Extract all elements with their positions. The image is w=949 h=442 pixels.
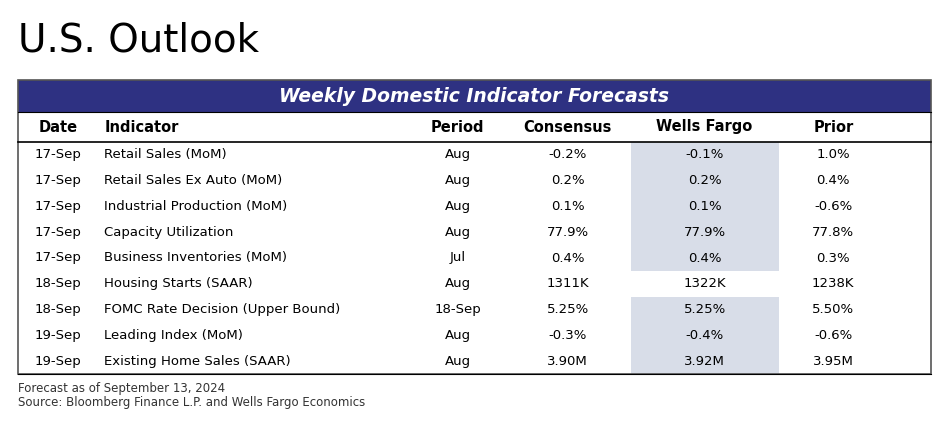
Text: Aug: Aug bbox=[444, 149, 471, 161]
Text: FOMC Rate Decision (Upper Bound): FOMC Rate Decision (Upper Bound) bbox=[104, 303, 341, 316]
Text: 5.50%: 5.50% bbox=[812, 303, 854, 316]
Text: Leading Index (MoM): Leading Index (MoM) bbox=[104, 329, 243, 342]
Text: Aug: Aug bbox=[444, 329, 471, 342]
Text: 18-Sep: 18-Sep bbox=[35, 303, 82, 316]
Text: Retail Sales Ex Auto (MoM): Retail Sales Ex Auto (MoM) bbox=[104, 174, 283, 187]
Text: U.S. Outlook: U.S. Outlook bbox=[18, 22, 259, 60]
Text: 1.0%: 1.0% bbox=[816, 149, 850, 161]
Text: Weekly Domestic Indicator Forecasts: Weekly Domestic Indicator Forecasts bbox=[280, 87, 669, 106]
Text: Retail Sales (MoM): Retail Sales (MoM) bbox=[104, 149, 227, 161]
Text: 0.4%: 0.4% bbox=[816, 174, 850, 187]
Text: 17-Sep: 17-Sep bbox=[35, 200, 82, 213]
Text: 3.92M: 3.92M bbox=[684, 354, 725, 368]
Text: 3.90M: 3.90M bbox=[548, 354, 588, 368]
Text: -0.4%: -0.4% bbox=[685, 329, 724, 342]
Text: Consensus: Consensus bbox=[524, 119, 612, 134]
Text: Aug: Aug bbox=[444, 174, 471, 187]
Text: 77.9%: 77.9% bbox=[683, 226, 726, 239]
Bar bbox=[631, 194, 778, 219]
Text: Business Inventories (MoM): Business Inventories (MoM) bbox=[104, 251, 288, 264]
Text: -0.6%: -0.6% bbox=[814, 329, 852, 342]
Text: -0.1%: -0.1% bbox=[685, 149, 724, 161]
Text: -0.6%: -0.6% bbox=[814, 200, 852, 213]
Text: Prior: Prior bbox=[813, 119, 853, 134]
Text: 17-Sep: 17-Sep bbox=[35, 251, 82, 264]
Bar bbox=[631, 219, 778, 245]
Text: Date: Date bbox=[39, 119, 78, 134]
Text: 1322K: 1322K bbox=[683, 277, 726, 290]
Text: 0.4%: 0.4% bbox=[688, 251, 721, 264]
Bar bbox=[18, 80, 931, 374]
Text: Aug: Aug bbox=[444, 354, 471, 368]
Text: Housing Starts (SAAR): Housing Starts (SAAR) bbox=[104, 277, 253, 290]
Text: 1311K: 1311K bbox=[547, 277, 589, 290]
Text: 0.1%: 0.1% bbox=[688, 200, 721, 213]
Text: 17-Sep: 17-Sep bbox=[35, 226, 82, 239]
Text: Aug: Aug bbox=[444, 226, 471, 239]
Text: 19-Sep: 19-Sep bbox=[35, 354, 82, 368]
Bar bbox=[631, 168, 778, 194]
Text: 77.9%: 77.9% bbox=[547, 226, 588, 239]
Text: 18-Sep: 18-Sep bbox=[35, 277, 82, 290]
Text: Industrial Production (MoM): Industrial Production (MoM) bbox=[104, 200, 288, 213]
Text: -0.2%: -0.2% bbox=[549, 149, 586, 161]
Bar bbox=[631, 297, 778, 323]
Text: 0.1%: 0.1% bbox=[550, 200, 585, 213]
Text: 5.25%: 5.25% bbox=[547, 303, 588, 316]
Text: Period: Period bbox=[431, 119, 484, 134]
Text: 0.3%: 0.3% bbox=[816, 251, 850, 264]
Bar bbox=[631, 142, 778, 168]
Text: Wells Fargo: Wells Fargo bbox=[657, 119, 753, 134]
Text: 1238K: 1238K bbox=[812, 277, 854, 290]
Text: 0.2%: 0.2% bbox=[688, 174, 721, 187]
Text: 5.25%: 5.25% bbox=[683, 303, 726, 316]
Text: Aug: Aug bbox=[444, 200, 471, 213]
Text: 18-Sep: 18-Sep bbox=[435, 303, 481, 316]
Bar bbox=[18, 80, 931, 112]
Bar bbox=[631, 245, 778, 271]
Text: Forecast as of September 13, 2024: Forecast as of September 13, 2024 bbox=[18, 382, 225, 395]
Bar bbox=[631, 348, 778, 374]
Text: Source: Bloomberg Finance L.P. and Wells Fargo Economics: Source: Bloomberg Finance L.P. and Wells… bbox=[18, 396, 365, 409]
Text: -0.3%: -0.3% bbox=[549, 329, 586, 342]
Text: 19-Sep: 19-Sep bbox=[35, 329, 82, 342]
Text: Existing Home Sales (SAAR): Existing Home Sales (SAAR) bbox=[104, 354, 291, 368]
Text: 0.4%: 0.4% bbox=[550, 251, 585, 264]
Bar bbox=[631, 323, 778, 348]
Text: 3.95M: 3.95M bbox=[813, 354, 854, 368]
Text: 17-Sep: 17-Sep bbox=[35, 174, 82, 187]
Text: 0.2%: 0.2% bbox=[550, 174, 585, 187]
Text: 17-Sep: 17-Sep bbox=[35, 149, 82, 161]
Text: Capacity Utilization: Capacity Utilization bbox=[104, 226, 233, 239]
Text: Indicator: Indicator bbox=[104, 119, 178, 134]
Text: Jul: Jul bbox=[450, 251, 466, 264]
Text: Aug: Aug bbox=[444, 277, 471, 290]
Text: 77.8%: 77.8% bbox=[812, 226, 854, 239]
